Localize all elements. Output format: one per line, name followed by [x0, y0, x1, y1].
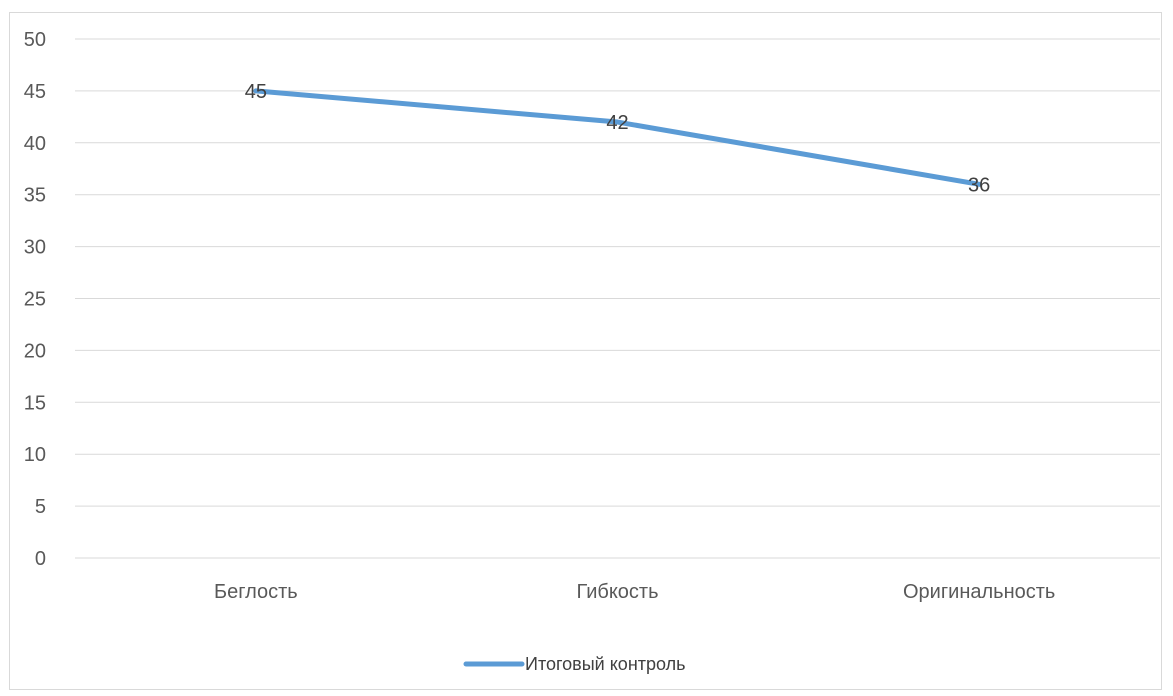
- series-line[interactable]: [253, 88, 982, 187]
- y-tick-label: 50: [24, 29, 46, 51]
- y-tick-label: 15: [24, 392, 46, 414]
- chart-frame: [9, 12, 1162, 690]
- y-tick-label: 25: [24, 289, 46, 311]
- y-tick-label: 30: [24, 237, 46, 259]
- series-layer: [253, 88, 982, 187]
- data-label: 42: [606, 112, 628, 134]
- y-tick-label: 20: [24, 340, 46, 362]
- legend[interactable]: Итоговый контроль: [463, 654, 686, 674]
- y-tick-label: 0: [35, 548, 46, 570]
- x-category-label: Беглость: [214, 581, 298, 603]
- y-tick-label: 10: [24, 444, 46, 466]
- x-axis-category-labels: Беглость Гибкость Оригинальность: [214, 581, 1055, 603]
- y-tick-label: 45: [24, 81, 46, 103]
- data-label: 45: [245, 81, 267, 103]
- x-category-label: Оригинальность: [903, 581, 1055, 603]
- y-axis-tick-labels: 0 5 10 15 20 25 30 35 40 45 50: [24, 29, 46, 570]
- data-label: 36: [968, 174, 990, 196]
- x-category-label: Гибкость: [576, 581, 658, 603]
- data-labels: 45 42 36: [245, 81, 991, 196]
- y-tick-label: 40: [24, 133, 46, 155]
- legend-entry-label: Итоговый контроль: [525, 654, 686, 674]
- y-tick-label: 5: [35, 496, 46, 518]
- y-tick-label: 35: [24, 185, 46, 207]
